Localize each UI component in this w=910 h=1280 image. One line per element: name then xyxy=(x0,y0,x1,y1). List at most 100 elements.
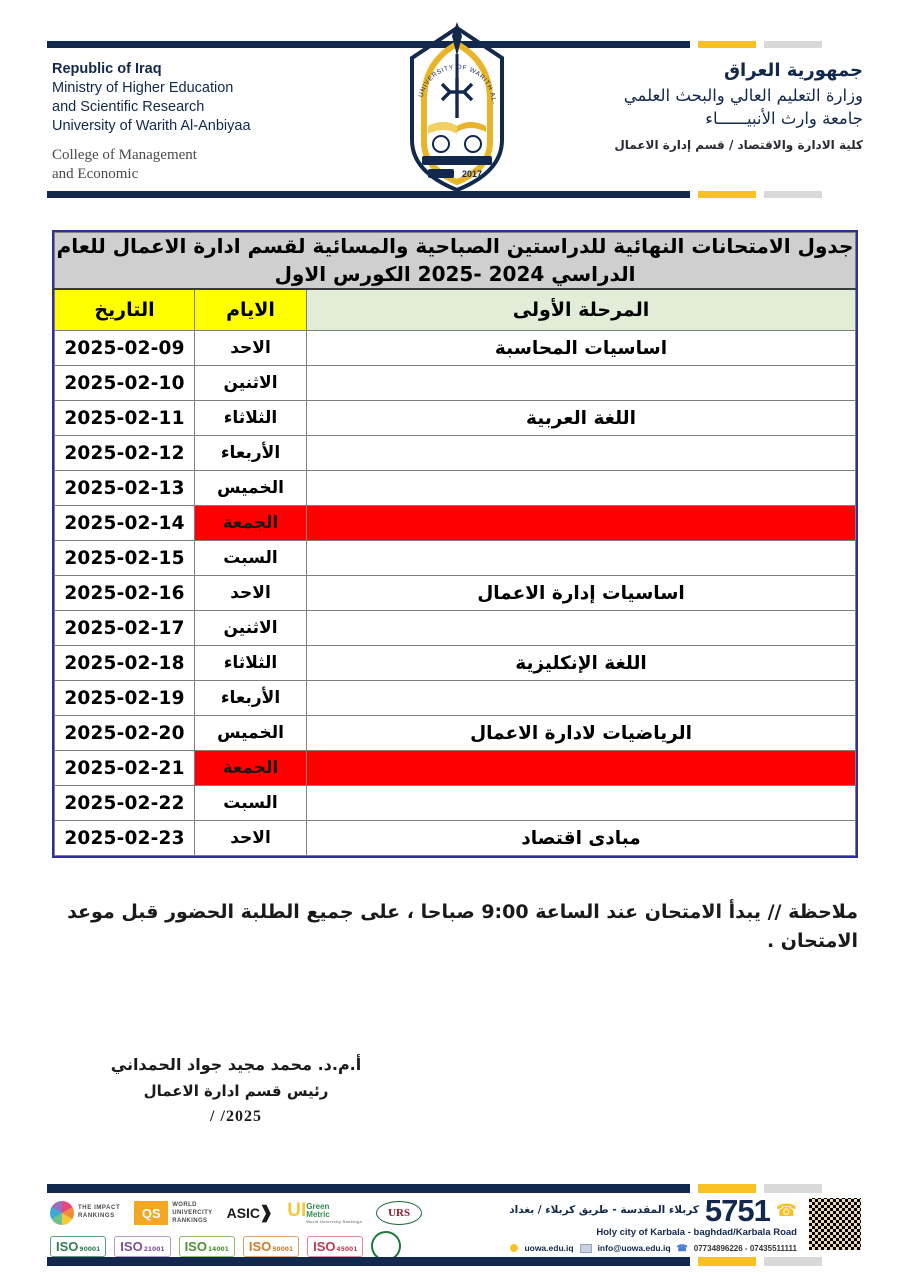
cell-date: 2025-02-20 xyxy=(54,715,195,752)
header-bottom-rule xyxy=(47,191,867,198)
cell-day: الاثنين xyxy=(194,365,307,402)
cell-day: الثلاثاء xyxy=(194,645,307,682)
cell-date: 2025-02-21 xyxy=(54,750,195,787)
greenmetric-label-2: Metric xyxy=(306,1210,330,1220)
globe-icon xyxy=(510,1244,519,1253)
urs-icon: URS xyxy=(376,1201,423,1225)
cell-subject xyxy=(306,470,856,507)
university-logo-icon: UNIVERSITY OF WARITH AL-ANBIYAA 2017 xyxy=(395,17,516,194)
iso-number: 14001 xyxy=(207,1245,229,1253)
rule-segment-navy xyxy=(47,191,690,198)
cell-date: 2025-02-10 xyxy=(54,365,195,402)
rule-segment-gray xyxy=(764,1257,822,1266)
rule-segment-gold xyxy=(698,1257,756,1266)
table-body: اساسيات المحاسبة الاحد 2025-02-09 الاثنين 20… xyxy=(54,330,856,857)
column-header-date: التاريخ xyxy=(54,288,195,332)
english-line-ministry: Ministry of Higher Education xyxy=(52,80,234,97)
cell-day: الاحد xyxy=(194,330,307,367)
address-english: Holy city of Karbala - baghdad/Karbala R… xyxy=(596,1227,797,1239)
contact-block: كربلاء المقدسة - طريق كربلاء / بغداد 575… xyxy=(509,1195,863,1254)
exam-start-time-note: ملاحظة // يبدأ الامتحان عند الساعة 9:00 … xyxy=(67,901,858,953)
rule-segment-gold xyxy=(698,41,756,48)
iso-prefix: ISO xyxy=(120,1238,143,1254)
qs-rankings-icon: QS WORLD UNIVERCITY RANKINGS xyxy=(134,1201,212,1225)
website-link[interactable]: uowa.edu.iq xyxy=(524,1243,574,1254)
envelope-icon xyxy=(579,1243,592,1253)
impact-label-2: RANKINGS xyxy=(78,1213,115,1219)
iso-number: 90001 xyxy=(79,1245,101,1253)
signature-date: / /2025 xyxy=(210,1108,262,1126)
rule-segment-gray xyxy=(764,1184,822,1193)
table-row: اللغة العربية الثلاثاء 2025-02-11 xyxy=(54,400,856,437)
page-footer: THE IMPACT RANKINGS QS WORLD UNIVERCITY … xyxy=(0,1178,910,1280)
qs-label-1: WORLD xyxy=(172,1201,197,1208)
page-header: Republic of Iraq Ministry of Higher Educ… xyxy=(0,0,910,220)
english-line-republic: Republic of Iraq xyxy=(52,61,162,77)
rule-segment-gray xyxy=(764,191,822,198)
contact-links-row: uowa.edu.iq info@uowa.edu.iq ☎ 077348962… xyxy=(509,1243,797,1254)
greenmetric-label-3: World University Rankings xyxy=(306,1218,363,1224)
cell-date: 2025-02-17 xyxy=(54,610,195,647)
table-row: اساسيات المحاسبة الاحد 2025-02-09 xyxy=(54,330,856,367)
asic-icon: ASIC ❱ xyxy=(227,1203,274,1223)
cell-subject: اللغة الإنكليزية xyxy=(306,645,856,682)
iso-prefix: ISO xyxy=(184,1238,207,1254)
footer-bottom-rule xyxy=(47,1257,822,1266)
iso-badge: ISO 14001 xyxy=(178,1235,235,1257)
address-and-phone-row: كربلاء المقدسة - طريق كربلاء / بغداد 575… xyxy=(509,1195,797,1226)
cell-day: السبت xyxy=(194,540,307,577)
phone-numbers: 07734896226 - 07435511111 xyxy=(693,1243,797,1253)
rule-segment-gray xyxy=(764,41,822,48)
signature-role: رئيس قسم ادارة الاعمال xyxy=(143,1081,329,1100)
english-line-research: and Scientific Research xyxy=(52,99,205,116)
cell-subject: اللغة العربية xyxy=(306,400,856,437)
cell-date: 2025-02-16 xyxy=(54,575,195,612)
table-row: الأربعاء 2025-02-19 xyxy=(54,680,856,717)
arabic-letterhead: جمهورية العراق وزارة التعليم العالي والب… xyxy=(614,58,863,154)
english-line-college-2: and Economic xyxy=(52,166,139,182)
iso-number: 45001 xyxy=(336,1245,358,1253)
table-title: جدول الامتحانات النهائية للدراستين الصبا… xyxy=(54,232,856,291)
cell-day: الثلاثاء xyxy=(194,400,307,437)
cell-day: الخميس xyxy=(194,470,307,507)
asic-label: ASIC xyxy=(226,1205,261,1221)
qr-code-icon[interactable] xyxy=(807,1196,863,1252)
table-row: السبت 2025-02-15 xyxy=(54,540,856,577)
logo-year-label: 2017 xyxy=(462,169,482,179)
cell-date: 2025-02-11 xyxy=(54,400,195,437)
iso-badge: ISO 50001 xyxy=(242,1235,300,1257)
cell-day: الاحد xyxy=(194,575,307,612)
asic-swirl-icon: ❱ xyxy=(259,1203,274,1222)
cell-subject xyxy=(306,365,856,402)
cell-subject xyxy=(306,540,856,577)
cell-subject: اساسيات إدارة الاعمال xyxy=(306,575,856,612)
phone-icon: ☎ xyxy=(775,1200,797,1221)
rule-segment-gold xyxy=(698,191,756,198)
the-impact-rankings-icon: THE IMPACT RANKINGS xyxy=(50,1201,120,1225)
table-row: الاثنين 2025-02-17 xyxy=(54,610,856,647)
arabic-line-ministry: وزارة التعليم العالي والبحث العلمي xyxy=(623,85,863,105)
ranking-badges-row: THE IMPACT RANKINGS QS WORLD UNIVERCITY … xyxy=(50,1198,450,1228)
arabic-line-college: كلية الادارة والاقتصاد / قسم إدارة الاعم… xyxy=(614,138,863,153)
arabic-line-republic: جمهورية العراق xyxy=(723,60,863,81)
iso-badges-row: ISO 90001 ISO 21001 ISO 14001 ISO 50001 ISO 45001 xyxy=(50,1231,450,1261)
cell-date: 2025-02-12 xyxy=(54,435,195,472)
ui-greenmetric-icon: UI Green Metric World University Ranking… xyxy=(287,1201,363,1224)
table-row: الخميس 2025-02-13 xyxy=(54,470,856,507)
cell-subject xyxy=(306,680,856,717)
table-row: الجمعة 2025-02-14 xyxy=(54,505,856,542)
rule-segment-navy xyxy=(47,41,690,48)
iso-badge: ISO 45001 xyxy=(307,1235,364,1257)
iso-number: 50001 xyxy=(272,1245,294,1253)
cell-day: الجمعة xyxy=(194,750,307,787)
iso-prefix: ISO xyxy=(56,1238,79,1254)
iso-badge: ISO 90001 xyxy=(50,1235,107,1257)
cell-subject xyxy=(306,785,856,822)
email-link[interactable]: info@uowa.edu.iq xyxy=(597,1243,671,1254)
iso-prefix: ISO xyxy=(313,1238,336,1254)
cell-date: 2025-02-22 xyxy=(54,785,195,822)
cell-day: السبت xyxy=(194,785,307,822)
signature-block: أ.م.د. محمد مجيد جواد الحمداني رئيس قسم … xyxy=(86,1052,386,1131)
cell-subject: اساسيات المحاسبة xyxy=(306,330,856,367)
cell-date: 2025-02-18 xyxy=(54,645,195,682)
